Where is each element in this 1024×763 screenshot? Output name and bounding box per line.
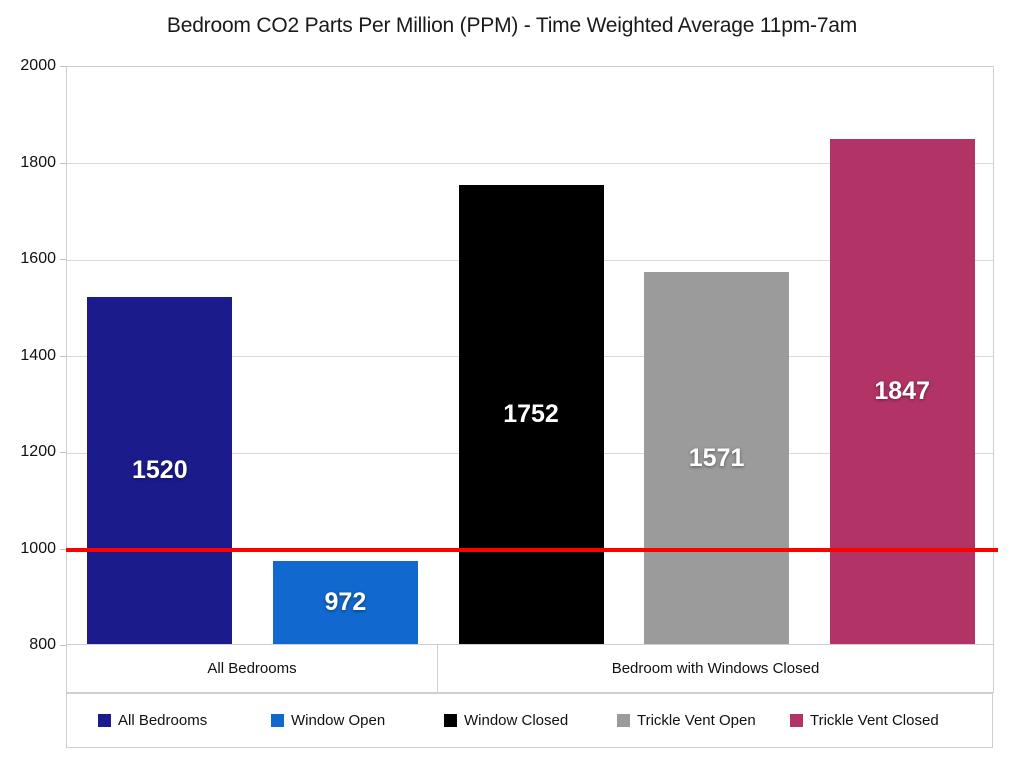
y-tick-mark [60,452,66,453]
legend-label: All Bedrooms [118,712,208,729]
y-tick-mark [60,645,66,646]
gridline [67,163,993,164]
bar-value-label: 1752 [503,399,559,428]
legend-label: Trickle Vent Open [637,712,756,729]
legend-label: Trickle Vent Closed [810,712,939,729]
y-tick-mark [60,355,66,357]
y-tick-label: 2000 [20,57,56,74]
legend-item: Trickle Vent Closed [790,712,963,729]
chart-title: Bedroom CO2 Parts Per Million (PPM) - Ti… [166,14,858,37]
bar-value-label: 972 [324,588,367,616]
legend-swatch-icon [444,714,457,727]
bar: 1847 [829,138,975,644]
bar: 1571 [644,272,790,644]
legend-label: Window Open [291,712,386,729]
y-tick-label: 1800 [20,153,56,171]
legend-item: Window Open [271,712,444,729]
legend: All Bedrooms Window Open Window Closed Tric… [66,693,993,748]
bar: 1752 [458,184,604,644]
legend-item: Window Closed [444,712,617,729]
category-group-cell: All Bedrooms [67,645,438,692]
y-tick-label: 1400 [20,346,56,364]
y-tick-label: 1000 [20,539,56,557]
legend-swatch-icon [617,714,630,727]
y-tick-mark [60,259,66,260]
y-tick-label: 800 [29,636,56,653]
bar-value-label: 1847 [874,376,930,405]
y-tick-mark [60,66,66,67]
y-tick-mark [60,548,66,550]
bar-value-label: 1571 [688,443,745,472]
bar: 972 [272,561,418,644]
category-group-label: All Bedrooms [207,660,297,677]
category-axis: All Bedrooms Bedroom with Windows Closed [66,645,994,693]
bar: 1520 [87,296,233,644]
legend-item: All Bedrooms [98,712,271,729]
legend-swatch-icon [271,714,284,727]
plot-area: 1520 972 1752 1571 1847 [66,66,998,645]
y-tick-label: 1600 [20,250,56,267]
legend-swatch-icon [790,714,803,727]
legend-swatch-icon [98,714,111,727]
y-tick-label: 1200 [20,443,56,460]
category-group-cell: Bedroom with Windows Closed [438,645,993,692]
legend-label: Window Closed [464,712,569,729]
bar-value-label: 1520 [131,455,188,484]
category-group-label: Bedroom with Windows Closed [611,660,820,677]
y-tick-mark [60,162,66,164]
legend-item: Trickle Vent Open [617,712,790,729]
reference-line [66,547,998,552]
